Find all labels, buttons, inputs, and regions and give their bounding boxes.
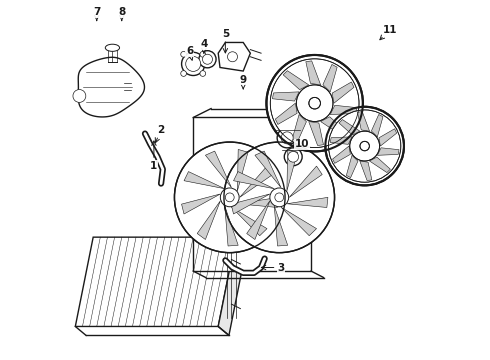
Polygon shape: [218, 42, 250, 71]
Polygon shape: [225, 206, 238, 246]
Polygon shape: [234, 172, 274, 189]
Circle shape: [277, 128, 297, 148]
Text: 8: 8: [118, 7, 125, 21]
Text: 7: 7: [93, 7, 100, 21]
Circle shape: [296, 85, 333, 122]
Polygon shape: [309, 122, 323, 145]
Polygon shape: [75, 237, 236, 327]
Polygon shape: [193, 117, 311, 271]
Circle shape: [224, 142, 335, 253]
Polygon shape: [240, 166, 273, 197]
Circle shape: [174, 142, 285, 253]
Polygon shape: [306, 61, 320, 85]
Polygon shape: [369, 157, 391, 172]
Text: 9: 9: [240, 75, 247, 89]
Ellipse shape: [227, 52, 238, 62]
Polygon shape: [377, 148, 399, 155]
Circle shape: [220, 188, 239, 207]
Polygon shape: [205, 151, 231, 188]
Polygon shape: [255, 151, 281, 188]
Circle shape: [350, 131, 380, 161]
Polygon shape: [182, 194, 220, 214]
Polygon shape: [320, 117, 346, 136]
Circle shape: [200, 51, 206, 57]
Polygon shape: [292, 114, 306, 142]
Ellipse shape: [105, 44, 120, 51]
Text: 1: 1: [150, 141, 157, 171]
Text: 3: 3: [261, 262, 284, 273]
Ellipse shape: [182, 52, 205, 76]
Polygon shape: [330, 105, 357, 114]
Circle shape: [181, 51, 187, 57]
Text: 2: 2: [155, 125, 165, 143]
Circle shape: [325, 107, 404, 185]
Polygon shape: [360, 161, 372, 181]
Ellipse shape: [199, 51, 216, 68]
Polygon shape: [330, 137, 352, 144]
Circle shape: [73, 90, 86, 102]
Circle shape: [328, 110, 401, 182]
Circle shape: [267, 55, 363, 152]
Polygon shape: [281, 207, 317, 236]
Polygon shape: [275, 103, 297, 125]
Polygon shape: [231, 207, 267, 236]
Polygon shape: [358, 112, 369, 131]
Polygon shape: [272, 92, 299, 101]
Circle shape: [288, 152, 298, 162]
Polygon shape: [287, 149, 297, 191]
Circle shape: [275, 193, 284, 202]
Polygon shape: [246, 201, 270, 239]
Polygon shape: [346, 155, 358, 177]
Ellipse shape: [202, 54, 213, 64]
Polygon shape: [78, 57, 145, 117]
Polygon shape: [332, 82, 354, 103]
Polygon shape: [184, 172, 225, 189]
Polygon shape: [287, 197, 328, 207]
Text: 6: 6: [186, 46, 193, 60]
Circle shape: [284, 148, 302, 166]
Circle shape: [270, 188, 289, 207]
Polygon shape: [333, 146, 350, 163]
Circle shape: [270, 59, 359, 148]
Polygon shape: [237, 197, 278, 207]
Ellipse shape: [186, 57, 201, 71]
Text: 10: 10: [290, 139, 309, 149]
Circle shape: [281, 132, 293, 144]
Polygon shape: [379, 129, 397, 146]
Polygon shape: [237, 149, 248, 191]
Circle shape: [181, 71, 187, 76]
Polygon shape: [218, 237, 247, 336]
Polygon shape: [283, 71, 309, 90]
Circle shape: [225, 193, 234, 202]
Text: 5: 5: [222, 28, 229, 53]
Polygon shape: [289, 166, 322, 197]
Circle shape: [309, 98, 320, 109]
Polygon shape: [197, 201, 220, 239]
Polygon shape: [371, 114, 383, 137]
Circle shape: [200, 71, 206, 76]
Polygon shape: [274, 206, 288, 246]
Text: 4: 4: [200, 39, 208, 53]
Polygon shape: [323, 64, 337, 92]
Text: 11: 11: [380, 25, 397, 40]
Polygon shape: [231, 194, 270, 214]
Circle shape: [360, 141, 369, 151]
Polygon shape: [339, 120, 360, 135]
